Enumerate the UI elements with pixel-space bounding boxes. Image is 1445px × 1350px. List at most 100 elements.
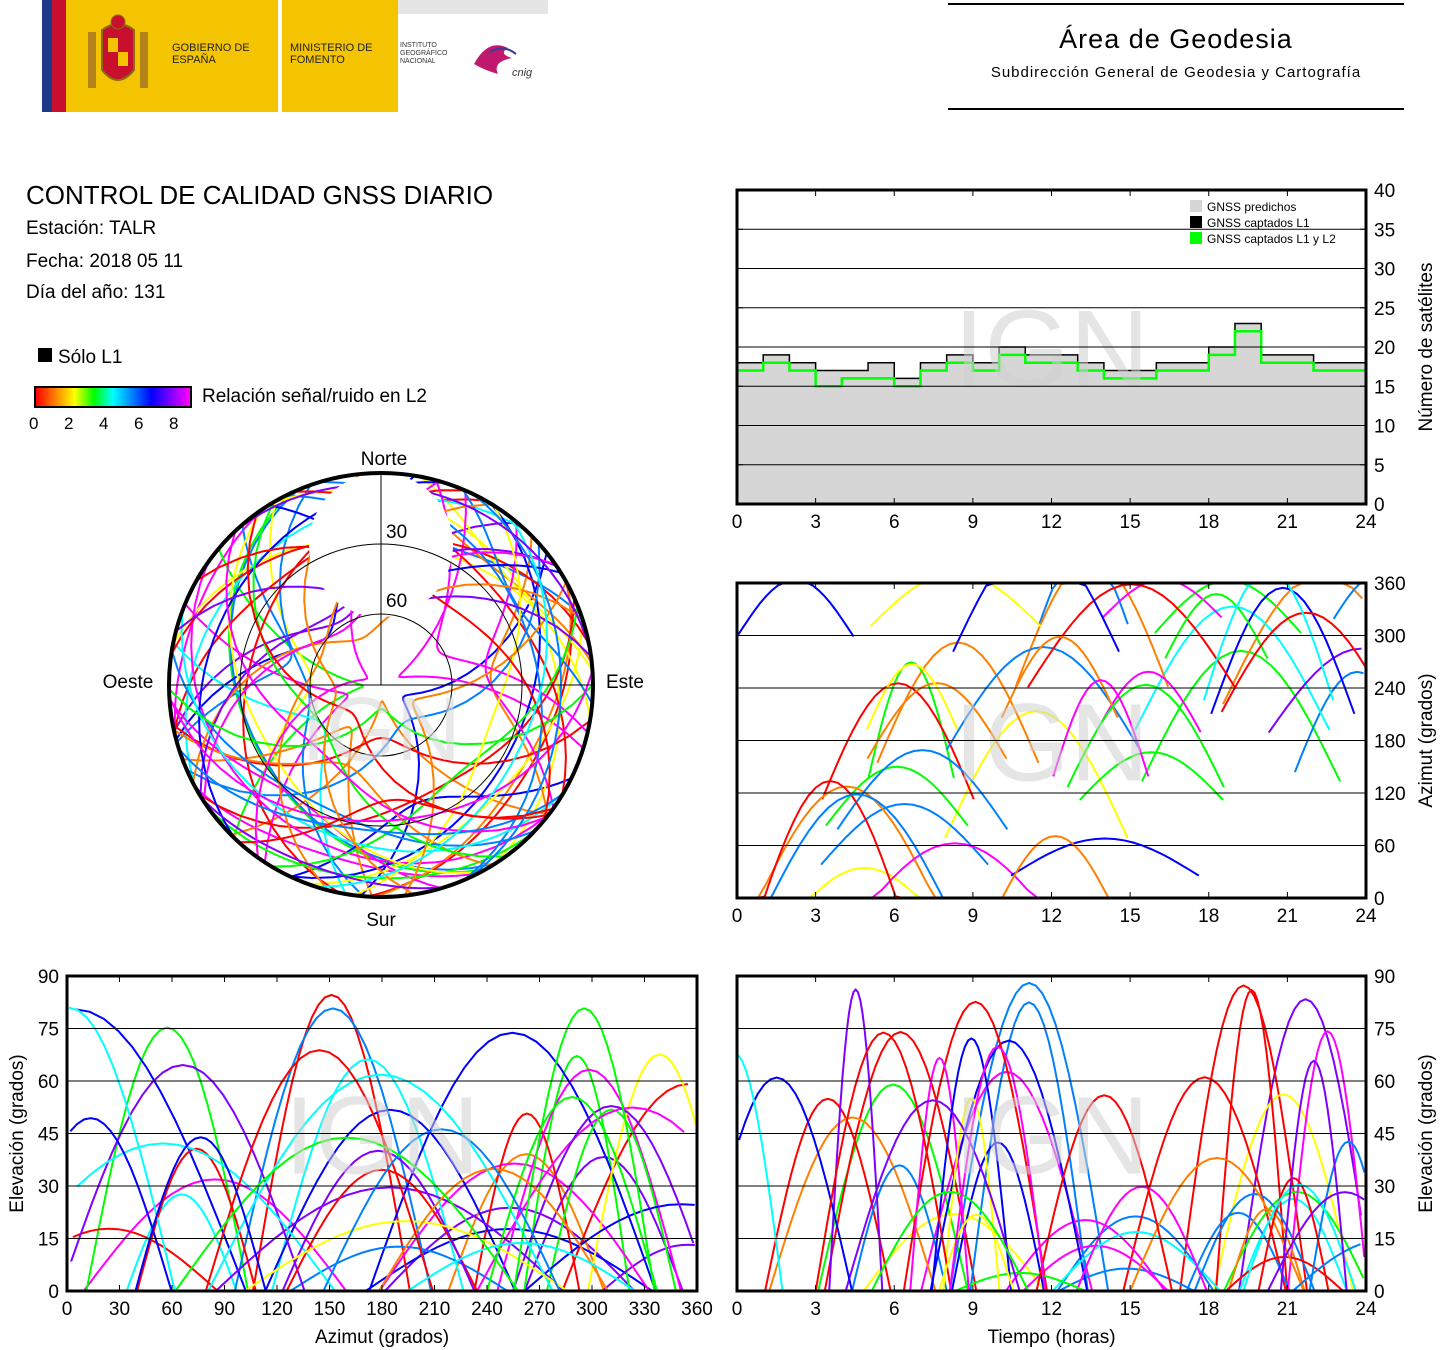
elevation-time-track [768, 1116, 937, 1292]
watermark: IGN [954, 682, 1150, 805]
x-tick-label: 90 [214, 1299, 235, 1320]
elevation-time-track [764, 1097, 892, 1292]
x-tick-label: 3 [810, 512, 821, 533]
skyplot: Norte Sur Este Oeste 30 60 IGN [103, 449, 644, 931]
azimuth-track [1332, 582, 1365, 620]
elevation-azimuth-track [523, 1155, 684, 1292]
elevation-time-track [1292, 1243, 1361, 1292]
elevation-time-track [1279, 1059, 1348, 1292]
area-rule-bottom [948, 108, 1404, 110]
azimuth-track [757, 779, 904, 899]
sky-track [246, 513, 554, 819]
y-tick-label: 90 [38, 967, 59, 988]
elevation-azimuth-track [215, 1186, 565, 1292]
elevation-azimuth-track [281, 1149, 476, 1292]
elevation-azimuth-track [523, 1203, 695, 1292]
x-tick-label: 6 [889, 1299, 900, 1320]
x-tick-label: 180 [366, 1299, 398, 1320]
x-tick-label: 15 [1120, 512, 1141, 533]
azimuth-track [1134, 605, 1331, 731]
elevation-azimuth-track [76, 1142, 336, 1292]
azimuth-track [821, 682, 975, 800]
elevation-azimuth-track [204, 1049, 434, 1292]
elevation-azimuth-track [271, 1058, 465, 1292]
elevation-azimuth-track [473, 1112, 581, 1292]
sky-track [173, 729, 493, 867]
elevation-azimuth-track [561, 1083, 689, 1292]
sky-track [489, 535, 549, 817]
elevation-azimuth-track [378, 1167, 609, 1292]
elevation-azimuth-track [174, 1136, 520, 1292]
elevation-azimuth-track [378, 1162, 651, 1292]
x-tick-label: 12 [1041, 1299, 1062, 1320]
azimuth-track [867, 661, 955, 779]
sky-track [178, 748, 564, 836]
y-tick-label: 180 [1374, 732, 1406, 753]
elevation-azimuth-track [545, 1108, 677, 1292]
elevation-azimuth-track [72, 1227, 219, 1292]
x-tick-label: 3 [810, 906, 821, 927]
x-tick-label: 210 [419, 1299, 451, 1320]
x-axis-label: Tiempo (horas) [987, 1327, 1115, 1348]
elevation-azimuth-track [486, 1095, 658, 1292]
y-tick-label: 0 [48, 1282, 59, 1303]
y-tick-label: 45 [38, 1125, 59, 1146]
elevation-azimuth-chart: IGN 0 30 60 90 120 150 180 210 240 270 300 330 360 0 15… [7, 967, 713, 1348]
elevation-azimuth-track [447, 1153, 605, 1292]
legend-swatch [1190, 216, 1202, 228]
sky-track [353, 505, 522, 897]
legend-swatch [1190, 232, 1202, 244]
government-label: GOBIERNO DE ESPAÑA [172, 42, 250, 66]
spain-flag-strip [52, 0, 66, 112]
elevation-azimuth-track [512, 1007, 656, 1292]
azimuth-track [1164, 593, 1269, 659]
elevation-azimuth-track [512, 1104, 695, 1292]
sky-track [316, 515, 549, 888]
x-tick-label: 60 [161, 1299, 182, 1320]
y-tick-label: 0 [1374, 495, 1385, 516]
elevation-time-track [948, 1045, 1047, 1292]
skyplot-horizon [167, 471, 595, 899]
elevation-azimuth-track [125, 1193, 238, 1292]
x-tick-label: 21 [1277, 1299, 1298, 1320]
snr-tick: 6 [134, 414, 144, 433]
date-label: Fecha: 2018 05 11 [26, 251, 184, 272]
x-tick-label: 24 [1355, 906, 1377, 927]
azimuth-track [836, 749, 1009, 830]
snr-color-bar [34, 386, 192, 408]
elevation-time-track [823, 1030, 978, 1292]
ign-logo-block [398, 0, 548, 112]
elevation-time-track [1257, 1177, 1330, 1292]
elevation-azimuth-track [68, 1006, 176, 1292]
elevation-azimuth-track [207, 1073, 554, 1292]
elevation-time-track [950, 1141, 1045, 1292]
y-tick-label: 35 [1374, 220, 1395, 241]
y-tick-label: 300 [1374, 627, 1406, 648]
x-tick-label: 3 [810, 1299, 821, 1320]
x-tick-label: 15 [1120, 906, 1141, 927]
y-tick-label: 15 [1374, 1230, 1395, 1251]
l1-only-label: Sólo L1 [58, 347, 123, 368]
skyplot-west-label: Oeste [103, 672, 154, 693]
x-tick-label: 18 [1198, 1299, 1219, 1320]
sky-track [186, 543, 541, 797]
sky-track [195, 545, 551, 821]
azimuth-track [1220, 611, 1367, 713]
elevation-time-track [1193, 1192, 1316, 1292]
azimuth-track [1052, 679, 1150, 777]
skyplot-ring-label: 30 [386, 522, 407, 543]
elevation-azimuth-track [244, 1220, 568, 1292]
sky-track [184, 603, 349, 863]
elevation-azimuth-track [82, 1178, 348, 1292]
skyplot-east-label: Este [606, 672, 644, 693]
y-tick-label: 90 [1374, 967, 1395, 988]
elevation-time-track [1215, 988, 1289, 1292]
elevation-time-track [738, 1076, 853, 1292]
legend-swatch [1190, 200, 1202, 212]
y-tick-label: 0 [1374, 1282, 1385, 1303]
y-tick-label: 10 [1374, 417, 1395, 438]
elevation-time-track [1238, 1197, 1348, 1292]
azimuth-track [1010, 837, 1200, 877]
x-tick-label: 30 [109, 1299, 130, 1320]
